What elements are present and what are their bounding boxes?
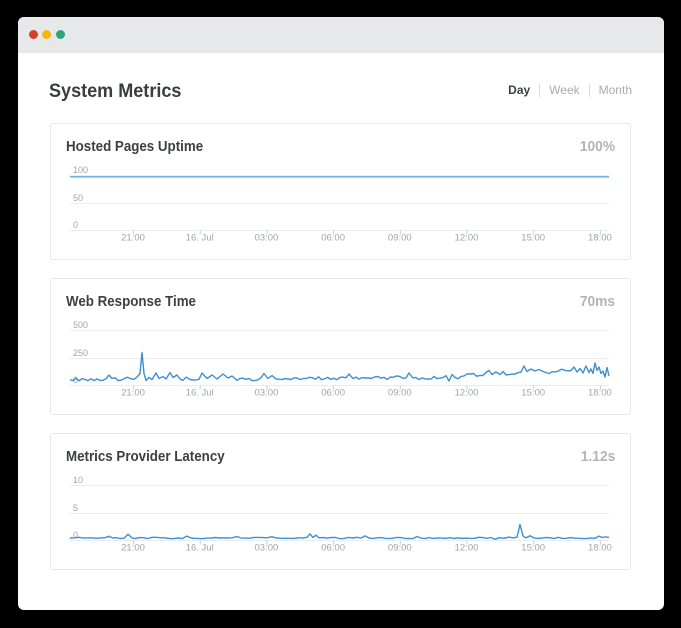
svg-text:21:00: 21:00 — [121, 543, 145, 554]
svg-text:5: 5 — [73, 503, 78, 513]
svg-text:15:00: 15:00 — [521, 543, 545, 554]
svg-text:12:00: 12:00 — [455, 543, 479, 554]
svg-text:18:00: 18:00 — [588, 388, 612, 399]
svg-text:100: 100 — [73, 165, 88, 175]
svg-text:09:00: 09:00 — [388, 388, 412, 399]
svg-text:0: 0 — [73, 220, 78, 230]
svg-text:500: 500 — [73, 320, 88, 330]
svg-text:12:00: 12:00 — [455, 388, 479, 399]
svg-text:06:00: 06:00 — [321, 388, 345, 399]
svg-text:06:00: 06:00 — [321, 543, 345, 554]
svg-text:0: 0 — [73, 375, 78, 385]
svg-text:15:00: 15:00 — [521, 233, 545, 244]
svg-text:21:00: 21:00 — [121, 388, 145, 399]
svg-text:15:00: 15:00 — [521, 388, 545, 399]
svg-text:50: 50 — [73, 193, 83, 203]
svg-text:03:00: 03:00 — [255, 233, 279, 244]
svg-text:09:00: 09:00 — [388, 543, 412, 554]
svg-text:16. Jul: 16. Jul — [186, 543, 214, 554]
svg-text:06:00: 06:00 — [321, 233, 345, 244]
svg-text:03:00: 03:00 — [255, 388, 279, 399]
svg-text:09:00: 09:00 — [388, 233, 412, 244]
svg-text:18:00: 18:00 — [588, 543, 612, 554]
svg-text:0: 0 — [73, 530, 78, 540]
svg-text:03:00: 03:00 — [255, 543, 279, 554]
svg-text:10: 10 — [73, 475, 83, 485]
svg-text:16. Jul: 16. Jul — [186, 388, 214, 399]
svg-text:21:00: 21:00 — [121, 233, 145, 244]
svg-text:12:00: 12:00 — [455, 233, 479, 244]
svg-text:250: 250 — [73, 348, 88, 358]
svg-text:16. Jul: 16. Jul — [186, 233, 214, 244]
svg-text:18:00: 18:00 — [588, 233, 612, 244]
